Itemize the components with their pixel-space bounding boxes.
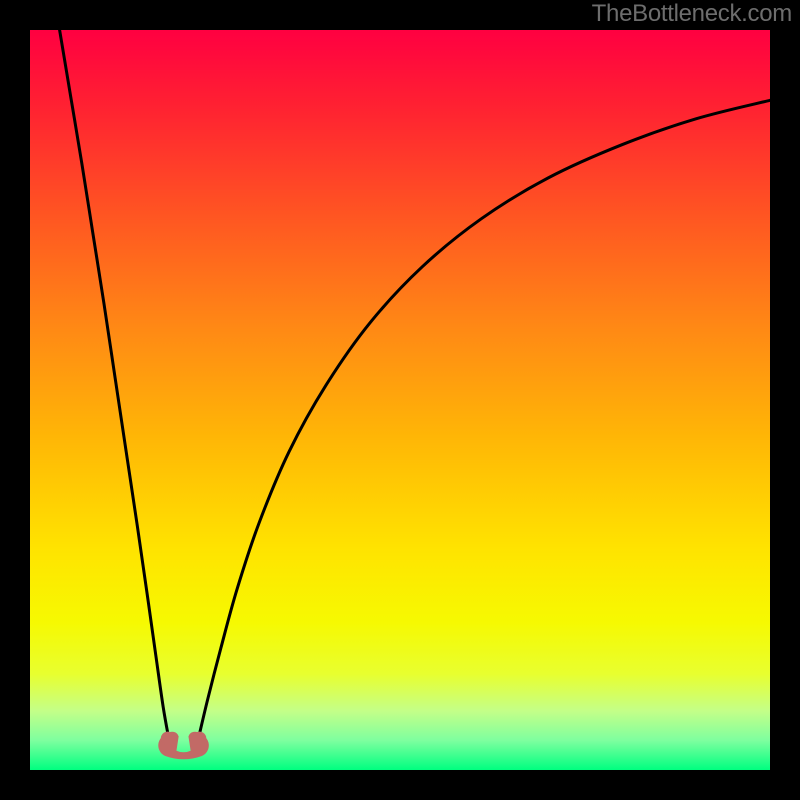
u-marker-lobe-right xyxy=(193,732,207,746)
watermark-text: TheBottleneck.com xyxy=(592,0,792,28)
plot-gradient-bg xyxy=(30,30,770,770)
bottleneck-plot xyxy=(0,0,800,800)
u-marker-lobe-left xyxy=(161,732,175,746)
chart-container: TheBottleneck.com xyxy=(0,0,800,800)
